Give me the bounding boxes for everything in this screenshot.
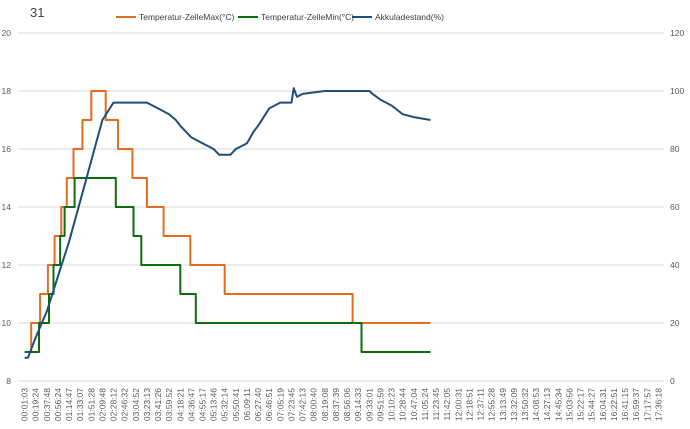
x-tick-label: 04:36:47 xyxy=(186,388,196,421)
y-right-tick-label: 40 xyxy=(670,260,680,270)
x-tick-label: 15:22:17 xyxy=(576,388,586,421)
x-tick-label: 01:33:07 xyxy=(75,388,85,421)
x-tick-label: 02:09:48 xyxy=(97,388,107,421)
x-tick-label: 06:27:40 xyxy=(253,388,263,421)
x-tick-label: 12:00:31 xyxy=(453,388,463,421)
x-tick-label: 11:42:05 xyxy=(442,388,452,421)
x-tick-label: 10:47:04 xyxy=(409,388,419,421)
x-tick-label: 00:19:24 xyxy=(31,388,41,421)
x-tick-label: 08:37:39 xyxy=(331,388,341,421)
x-tick-label: 15:03:56 xyxy=(564,388,574,421)
legend-label-0: Temperatur-ZelleMax(°C) xyxy=(139,12,235,22)
series-line-0 xyxy=(24,90,431,353)
x-tick-label: 09:51:59 xyxy=(375,388,385,421)
x-tick-label: 14:08:53 xyxy=(531,388,541,421)
x-tick-label: 09:14:33 xyxy=(353,388,363,421)
legend: Temperatur-ZelleMax(°C) Temperatur-ZelleM… xyxy=(116,12,444,22)
y-right-tick-label: 20 xyxy=(670,318,680,328)
x-tick-label: 04:18:21 xyxy=(175,388,185,421)
x-tick-label: 16:04:31 xyxy=(598,388,608,421)
x-tick-label: 02:28:12 xyxy=(109,388,119,421)
x-tick-label: 11:05:24 xyxy=(420,388,430,421)
x-tick-label: 05:50:41 xyxy=(231,388,241,421)
x-tick-label: 10:28:44 xyxy=(398,388,408,421)
series-line-2 xyxy=(24,87,431,359)
x-tick-label: 15:44:27 xyxy=(587,388,597,421)
x-tick-label: 00:56:24 xyxy=(53,388,63,421)
x-tick-label: 08:19:08 xyxy=(320,388,330,421)
x-tick-label: 13:13:49 xyxy=(498,388,508,421)
legend-label-1: Temperatur-ZelleMin(°C) xyxy=(261,12,354,22)
x-tick-label: 06:09:11 xyxy=(242,388,252,421)
y-right-tick-label: 100 xyxy=(670,86,684,96)
x-tick-label: 16:22:51 xyxy=(609,388,619,421)
x-tick-label: 06:46:51 xyxy=(264,388,274,421)
x-tick-label: 17:36:18 xyxy=(653,388,663,421)
x-tick-label: 12:55:28 xyxy=(487,388,497,421)
legend-label-2: Akkuladestand(%) xyxy=(375,12,444,22)
x-tick-label: 03:23:13 xyxy=(142,388,152,421)
x-tick-label: 08:56:06 xyxy=(342,388,352,421)
x-tick-label: 05:13:46 xyxy=(209,388,219,421)
x-tick-label: 03:41:26 xyxy=(153,388,163,421)
y-left-tick-label: 14 xyxy=(2,202,12,212)
x-tick-label: 03:59:52 xyxy=(164,388,174,421)
x-tick-label: 03:04:52 xyxy=(131,388,141,421)
x-tick-label: 12:18:51 xyxy=(464,388,474,421)
x-tick-label: 07:42:13 xyxy=(298,388,308,421)
x-tick-label: 02:46:32 xyxy=(120,388,130,421)
x-tick-label: 05:32:14 xyxy=(220,388,230,421)
x-tick-label: 00:37:48 xyxy=(42,388,52,421)
x-tick-label: 16:59:37 xyxy=(631,388,641,421)
x-tick-label: 14:27:13 xyxy=(542,388,552,421)
x-tick-label: 14:45:34 xyxy=(553,388,563,421)
x-tick-label: 08:00:40 xyxy=(309,388,319,421)
axes: 8 10 12 14 16 18 20 0 20 40 60 80 100 120 00:01:03 00:1… xyxy=(2,28,685,421)
y-right-tick-label: 0 xyxy=(670,376,675,386)
y-left-tick-label: 10 xyxy=(2,318,12,328)
series-lines xyxy=(24,87,431,359)
x-tick-label: 09:33:01 xyxy=(364,388,374,421)
y-right-tick-label: 60 xyxy=(670,202,680,212)
y-right-tick-label: 120 xyxy=(670,28,684,38)
x-tick-label: 12:37:11 xyxy=(476,388,486,421)
y-left-tick-label: 16 xyxy=(2,144,12,154)
x-tick-label: 07:05:19 xyxy=(275,388,285,421)
x-tick-label: 01:14:47 xyxy=(64,388,74,421)
x-tick-label: 11:23:45 xyxy=(431,388,441,421)
x-tick-label: 16:41:15 xyxy=(620,388,630,421)
y-right-tick-label: 80 xyxy=(670,144,680,154)
y-left-tick-label: 18 xyxy=(2,86,12,96)
x-tick-label: 04:55:17 xyxy=(197,388,207,421)
x-tick-label: 00:01:03 xyxy=(20,388,30,421)
y-left-tick-label: 12 xyxy=(2,260,12,270)
x-tick-label: 17:17:57 xyxy=(642,388,652,421)
series-line-1 xyxy=(24,177,431,353)
y-left-tick-label: 20 xyxy=(2,28,12,38)
chart-title: 31 xyxy=(30,5,44,20)
x-tick-label: 07:23:45 xyxy=(286,388,296,421)
x-tick-label: 13:32:09 xyxy=(509,388,519,421)
x-tick-label: 13:50:32 xyxy=(520,388,530,421)
x-tick-label: 10:10:23 xyxy=(387,388,397,421)
y-left-tick-label: 8 xyxy=(6,376,11,386)
x-tick-label: 01:51:28 xyxy=(86,388,96,421)
